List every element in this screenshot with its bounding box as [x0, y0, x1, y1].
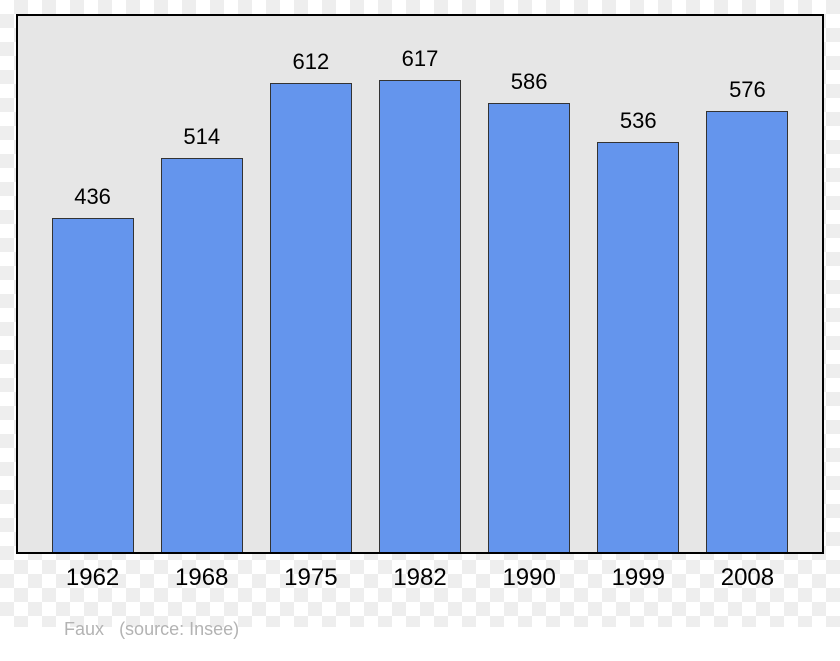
bar [52, 218, 134, 552]
bar-value-label: 576 [729, 77, 766, 103]
bar [488, 103, 570, 552]
chart-footer: Faux (source: Insee) [44, 598, 239, 661]
bar-value-label: 536 [620, 108, 657, 134]
x-axis-label: 2008 [721, 564, 774, 592]
bar [706, 111, 788, 552]
chart-canvas: 436 514 612 617 586 536 576 1962 1968 1975 1982 19… [0, 0, 840, 627]
x-axis-label: 1968 [175, 564, 228, 592]
bar [270, 83, 352, 552]
bar-value-label: 612 [292, 49, 329, 75]
bar-value-label: 514 [183, 124, 220, 150]
x-axis-label: 1999 [612, 564, 665, 592]
footer-right: (source: Insee) [119, 619, 239, 639]
bar-value-label: 617 [402, 46, 439, 72]
footer-left: Faux [64, 619, 104, 639]
bar [597, 142, 679, 552]
x-axis-label: 1990 [502, 564, 555, 592]
x-axis-label: 1982 [393, 564, 446, 592]
x-axis-label: 1962 [66, 564, 119, 592]
bar-value-label: 586 [511, 69, 548, 95]
x-axis-label: 1975 [284, 564, 337, 592]
bar [379, 80, 461, 552]
bar [161, 158, 243, 552]
bar-value-label: 436 [74, 184, 111, 210]
